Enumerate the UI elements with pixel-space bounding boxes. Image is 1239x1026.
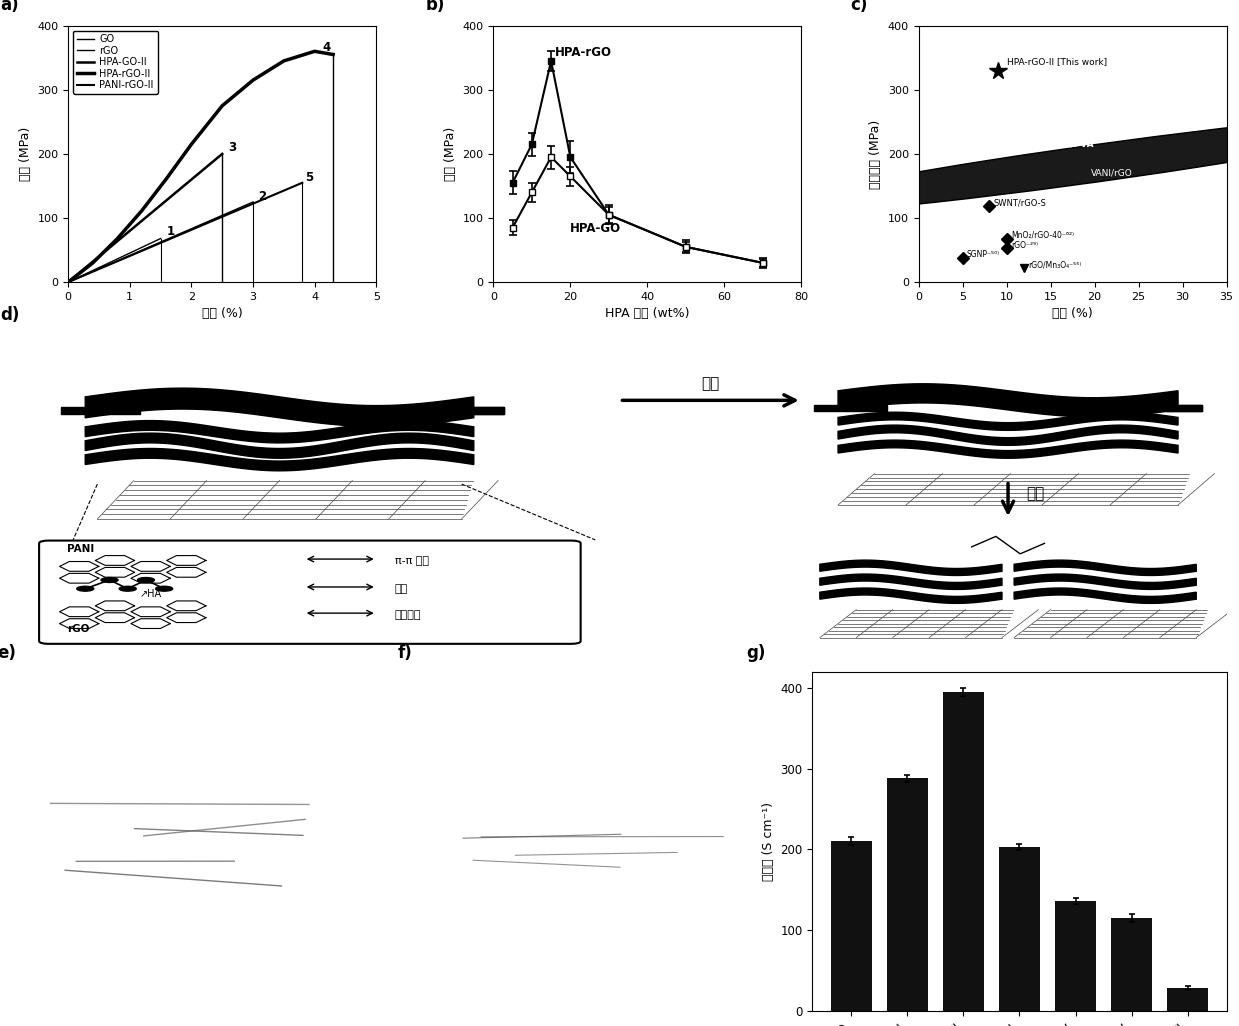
Polygon shape: [838, 384, 1178, 417]
Text: g): g): [746, 644, 766, 663]
Text: 氢键: 氢键: [395, 584, 408, 594]
Legend: GO, rGO, HPA-GO-II, HPA-rGO-II, PANI-rGO-II: GO, rGO, HPA-GO-II, HPA-rGO-II, PANI-rGO…: [73, 31, 157, 94]
Y-axis label: 电导率 (S cm⁻¹): 电导率 (S cm⁻¹): [762, 802, 774, 880]
Bar: [1056, 901, 1095, 1011]
Bar: [831, 841, 871, 1011]
Circle shape: [77, 586, 94, 591]
Circle shape: [156, 586, 172, 591]
Text: 2 μm: 2 μm: [442, 953, 471, 963]
Text: HPA-GO: HPA-GO: [570, 223, 622, 235]
Text: 横截面图/HPA-rGO-II: 横截面图/HPA-rGO-II: [31, 696, 120, 706]
Text: HPA-rGO-II [This work]: HPA-rGO-II [This work]: [1006, 57, 1106, 66]
Text: d): d): [0, 306, 20, 324]
Y-axis label: 应力 (MPa): 应力 (MPa): [444, 127, 457, 181]
Bar: [1167, 988, 1208, 1011]
Bar: [61, 407, 104, 415]
Text: 断裂: 断裂: [1026, 486, 1044, 501]
Text: 拉伸: 拉伸: [701, 377, 720, 391]
Text: c): c): [851, 0, 869, 14]
Text: π-π 共轭: π-π 共轭: [395, 556, 429, 565]
Text: rGO: rGO: [67, 625, 89, 634]
Polygon shape: [820, 588, 1002, 603]
Text: SGNP⁻⁵⁰⁾: SGNP⁻⁵⁰⁾: [966, 250, 1000, 260]
Bar: [814, 404, 850, 410]
Text: 5: 5: [305, 171, 313, 184]
Polygon shape: [820, 575, 1002, 589]
Circle shape: [138, 578, 155, 583]
Polygon shape: [838, 440, 1178, 459]
Bar: [1166, 404, 1202, 410]
X-axis label: 应变 (%): 应变 (%): [202, 308, 243, 320]
Text: SWNT/rGO-S: SWNT/rGO-S: [994, 198, 1046, 207]
Bar: [1166, 404, 1202, 410]
Y-axis label: 拉伸强度 (MPa): 拉伸强度 (MPa): [869, 119, 882, 189]
Text: 10 μm: 10 μm: [42, 953, 78, 963]
Text: rGO⁻²⁹⁾: rGO⁻²⁹⁾: [1011, 240, 1038, 249]
Text: 3: 3: [228, 142, 237, 154]
Text: VANI/rGO: VANI/rGO: [1092, 168, 1132, 177]
Text: 2: 2: [258, 190, 266, 203]
Text: 侧视图/HPA-rGO-II: 侧视图/HPA-rGO-II: [431, 696, 513, 706]
Polygon shape: [1014, 560, 1196, 576]
Polygon shape: [85, 388, 473, 427]
Bar: [887, 779, 928, 1011]
Bar: [1000, 847, 1040, 1011]
Bar: [850, 404, 887, 410]
X-axis label: HPA 含量 (wt%): HPA 含量 (wt%): [605, 308, 690, 320]
Polygon shape: [85, 433, 473, 459]
Text: 4: 4: [322, 41, 331, 54]
Polygon shape: [1014, 588, 1196, 603]
Polygon shape: [820, 560, 1002, 576]
Ellipse shape: [753, 113, 1239, 214]
Y-axis label: 应力 (MPa): 应力 (MPa): [19, 127, 32, 181]
Text: f): f): [398, 644, 413, 663]
Bar: [943, 693, 984, 1011]
Circle shape: [102, 578, 118, 583]
Text: CCGO/PVA: CCGO/PVA: [1042, 140, 1094, 149]
Text: rGO/Mn₃O₄⁻⁵⁵⁾: rGO/Mn₃O₄⁻⁵⁵⁾: [1028, 261, 1082, 270]
Bar: [462, 407, 504, 415]
Circle shape: [119, 586, 136, 591]
Text: b): b): [425, 0, 445, 14]
Text: e): e): [0, 644, 16, 663]
Text: 1: 1: [167, 226, 175, 238]
Bar: [1111, 918, 1152, 1011]
Bar: [462, 407, 504, 415]
Text: 静电作用: 静电作用: [395, 609, 421, 620]
Polygon shape: [838, 425, 1178, 445]
Polygon shape: [85, 448, 473, 471]
Polygon shape: [838, 412, 1178, 430]
Text: HPA-rGO: HPA-rGO: [555, 46, 612, 60]
FancyBboxPatch shape: [40, 541, 581, 644]
Text: a): a): [0, 0, 19, 14]
Text: ↗HA: ↗HA: [140, 590, 162, 599]
Text: PANI: PANI: [67, 544, 94, 554]
Text: MnO₂/rGO-40⁻⁶²⁾: MnO₂/rGO-40⁻⁶²⁾: [1011, 230, 1074, 239]
Polygon shape: [85, 421, 473, 443]
X-axis label: 应变 (%): 应变 (%): [1052, 308, 1093, 320]
Polygon shape: [1014, 575, 1196, 589]
Bar: [98, 407, 140, 415]
